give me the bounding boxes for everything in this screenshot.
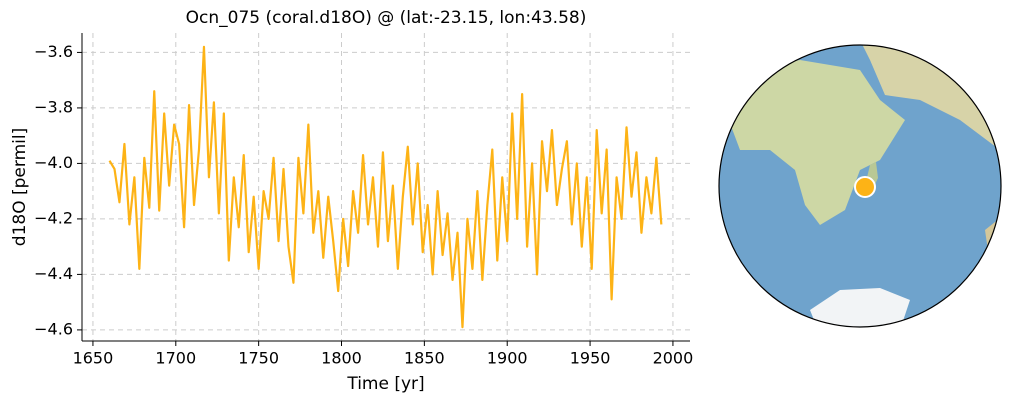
y-tick-label: −4.6 bbox=[34, 319, 73, 338]
y-axis-label: d18O [permil] bbox=[10, 128, 30, 246]
x-tick-label: 1850 bbox=[404, 349, 445, 368]
y-tick-label: −3.8 bbox=[34, 97, 73, 116]
y-tick-label: −4.4 bbox=[34, 264, 73, 283]
x-tick-label: 1800 bbox=[321, 349, 362, 368]
y-tick-label: −3.6 bbox=[34, 42, 73, 61]
y-tick-label: −4.2 bbox=[34, 208, 73, 227]
africa bbox=[725, 60, 905, 225]
x-tick-label: 1750 bbox=[238, 349, 279, 368]
x-tick-label: 1950 bbox=[570, 349, 611, 368]
x-tick-label: 1900 bbox=[487, 349, 528, 368]
x-tick-label: 1650 bbox=[73, 349, 114, 368]
x-tick-label: 2000 bbox=[653, 349, 694, 368]
x-axis-label: Time [yr] bbox=[346, 374, 424, 394]
chart-title: Ocn_075 (coral.d18O) @ (lat:-23.15, lon:… bbox=[186, 8, 587, 28]
data-line bbox=[108, 45, 663, 329]
map bbox=[718, 44, 1002, 328]
site-marker bbox=[854, 176, 876, 198]
globe-outline bbox=[718, 44, 1002, 328]
antarctica bbox=[810, 288, 910, 327]
y-tick-label: −4.0 bbox=[34, 153, 73, 172]
x-tick-label: 1700 bbox=[155, 349, 196, 368]
